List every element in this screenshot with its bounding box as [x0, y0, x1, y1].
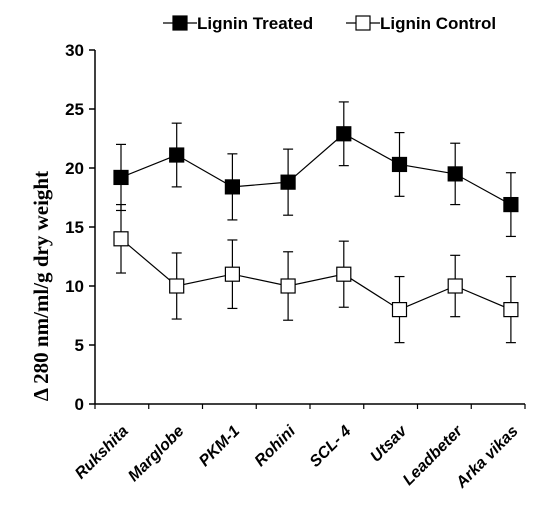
y-axis-label: Δ 280 nm/ml/g dry weight — [29, 171, 53, 401]
data-point — [391, 156, 408, 173]
series-line — [120, 133, 512, 206]
legend-label: Lignin Treated — [197, 14, 313, 33]
y-tick-label: 15 — [65, 218, 84, 237]
y-tick-label: 10 — [65, 277, 84, 296]
series-line — [120, 238, 512, 311]
legend: Lignin Treated Lignin Control — [163, 14, 496, 33]
data-point — [503, 196, 519, 213]
data-point — [280, 278, 296, 294]
legend-marker — [172, 15, 188, 31]
legend-marker — [355, 15, 371, 31]
y-tick-label: 25 — [65, 100, 84, 119]
x-tick-label: SCL- 4 — [307, 423, 355, 471]
data-point — [169, 147, 185, 163]
data-point — [280, 174, 296, 190]
legend-label: Lignin Control — [380, 14, 496, 33]
data-point — [336, 266, 352, 282]
y-tick-label: 0 — [75, 395, 84, 414]
legend-item-2: Lignin Control — [346, 14, 496, 33]
data-point — [336, 126, 352, 142]
y-tick-label: 5 — [75, 336, 84, 355]
data-point — [503, 302, 519, 318]
data-point — [224, 266, 240, 282]
series-2 — [113, 203, 519, 344]
data-point — [113, 231, 129, 247]
data-point — [447, 166, 463, 182]
x-tick-label: Rohini — [252, 422, 300, 470]
axes: 0 5 10 15 20 25 30 — [65, 41, 526, 414]
series-group — [113, 101, 519, 344]
x-tick-label: Utsav — [367, 422, 411, 466]
x-tick-label: Marglobe — [125, 423, 187, 485]
legend-item-1: Lignin Treated — [163, 14, 313, 33]
data-point — [169, 278, 185, 294]
x-tick-label: Rukshita — [72, 423, 132, 483]
series-1 — [113, 101, 519, 238]
y-tick-label: 20 — [65, 159, 84, 178]
data-point — [113, 169, 129, 186]
x-tick-label: PKM-1 — [196, 423, 243, 470]
data-point — [447, 278, 463, 294]
y-tick-label: 30 — [65, 41, 84, 60]
data-point — [224, 179, 240, 195]
data-point — [391, 302, 408, 318]
